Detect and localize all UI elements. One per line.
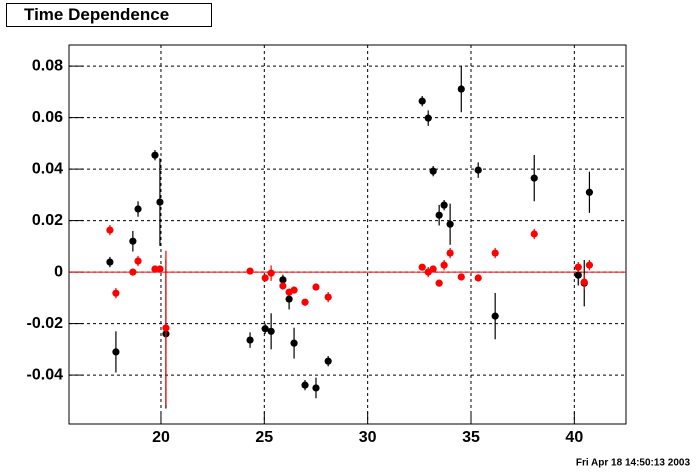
data-point [129, 268, 137, 276]
data-point [156, 198, 164, 206]
data-point [324, 357, 332, 365]
data-point [324, 293, 332, 301]
data-point [129, 237, 137, 245]
data-point [474, 274, 482, 282]
y-tick-label: 0.06 [32, 109, 63, 126]
data-point [246, 267, 254, 275]
data-point [446, 249, 454, 257]
y-tick-label: 0.08 [32, 57, 63, 74]
data-point [429, 167, 437, 175]
data-point [279, 282, 287, 290]
data-point [429, 265, 437, 273]
data-point [574, 263, 582, 271]
data-point [106, 258, 114, 266]
data-point [112, 348, 120, 356]
x-tick-label: 35 [462, 429, 480, 446]
data-point [279, 276, 287, 284]
data-point [267, 269, 275, 277]
data-point [246, 336, 254, 344]
data-point [580, 278, 588, 286]
title-box [6, 3, 212, 27]
data-point [474, 166, 482, 174]
data-point [285, 295, 293, 303]
data-point [457, 273, 465, 281]
data-point [134, 205, 142, 213]
x-tick-label: 30 [359, 429, 377, 446]
data-point [435, 211, 443, 219]
data-point [290, 339, 298, 347]
data-point [261, 325, 269, 333]
y-tick-label: 0 [54, 263, 63, 280]
data-point [574, 271, 582, 279]
footer-date: Fri Apr 18 14:50:13 2003 [576, 458, 691, 469]
data-point [585, 188, 594, 196]
data-point [457, 85, 465, 93]
x-tick-label: 40 [565, 429, 583, 446]
data-point [112, 289, 120, 297]
data-point [424, 114, 432, 122]
data-point [491, 249, 499, 257]
data-point [585, 261, 594, 269]
data-point [435, 279, 443, 287]
data-point [106, 226, 114, 234]
chart-title: Time Dependence [24, 5, 169, 24]
data-point [151, 265, 159, 273]
data-point [312, 283, 320, 291]
data-point [134, 257, 142, 265]
data-point [491, 312, 499, 320]
x-tick-label: 25 [255, 429, 273, 446]
data-point [151, 151, 159, 159]
data-point [162, 324, 170, 332]
y-tick-label: -0.04 [27, 366, 64, 383]
data-point [290, 286, 298, 294]
data-point [440, 201, 448, 209]
data-point [418, 263, 426, 271]
data-point [267, 327, 275, 335]
data-point [156, 265, 164, 273]
data-point [418, 97, 426, 105]
plot-frame [68, 44, 627, 425]
data-point [312, 384, 320, 392]
data-point [301, 298, 309, 306]
data-point [530, 230, 538, 238]
y-tick-label: 0.04 [32, 160, 63, 177]
y-tick-label: 0.02 [32, 212, 63, 229]
data-point [446, 220, 454, 228]
x-tick-label: 20 [152, 429, 170, 446]
data-point [440, 261, 448, 269]
data-point [301, 381, 309, 389]
y-tick-label: -0.02 [27, 315, 64, 332]
data-point [530, 174, 538, 182]
data-point [261, 274, 269, 282]
